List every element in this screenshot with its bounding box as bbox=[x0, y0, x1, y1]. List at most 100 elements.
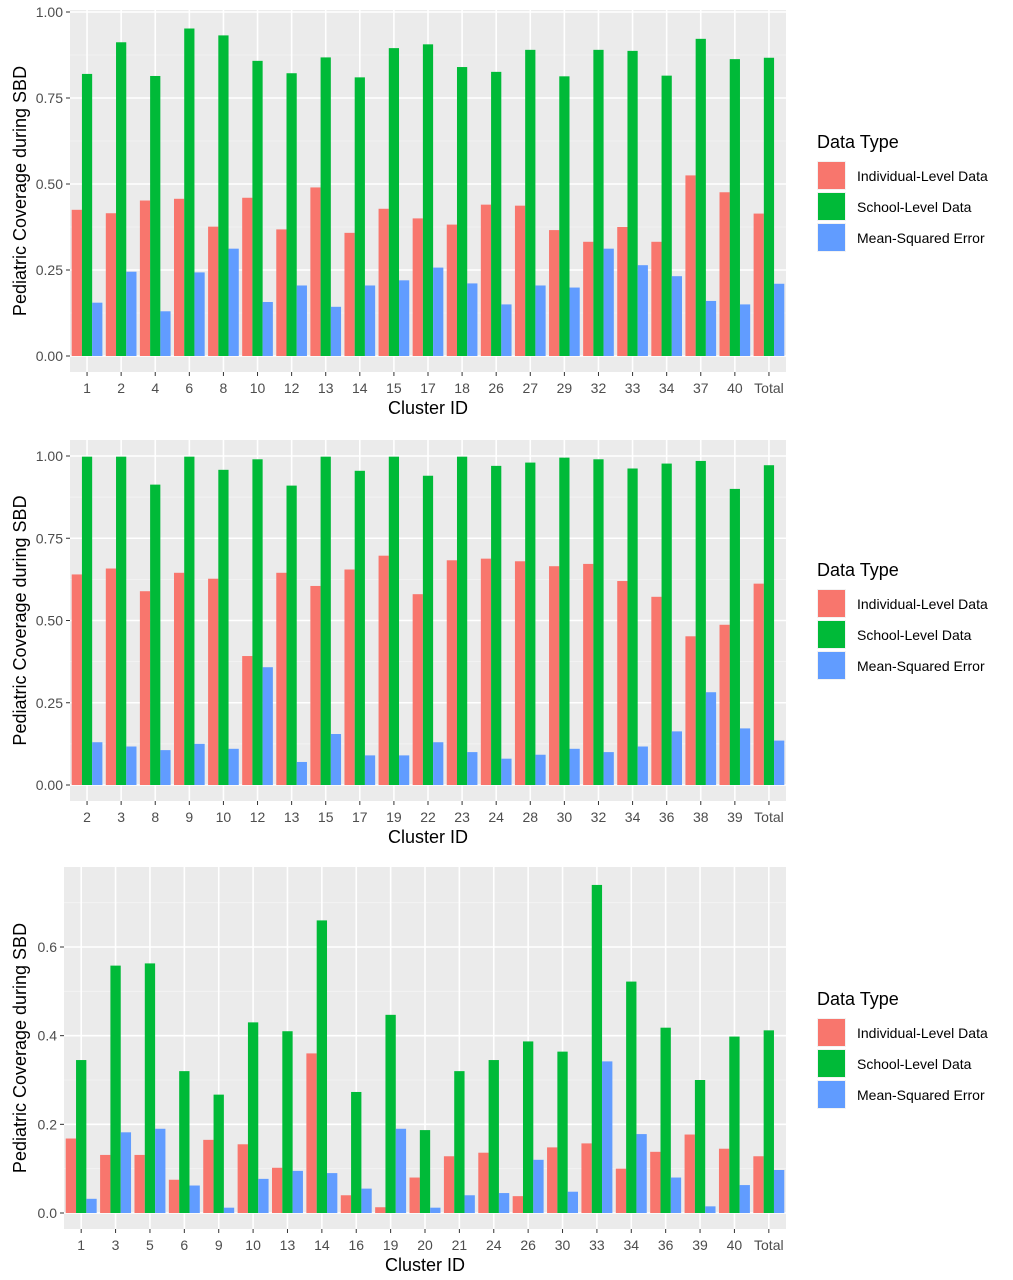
bar-school-level-data-40 bbox=[729, 59, 740, 357]
x-tick-label: 26 bbox=[488, 380, 504, 396]
bar-individual-level-data-8 bbox=[208, 226, 219, 356]
x-tick-label: 12 bbox=[284, 380, 300, 396]
bar-school-level-data-36 bbox=[661, 463, 672, 785]
bar-individual-level-data-total bbox=[753, 583, 764, 785]
bar-mean-squared-error-22 bbox=[433, 742, 444, 785]
legend-swatch bbox=[818, 1081, 845, 1108]
bar-school-level-data-2 bbox=[81, 456, 93, 785]
y-axis-title: Pediatric Coverage during SBD bbox=[10, 66, 30, 316]
bar-mean-squared-error-19 bbox=[395, 1128, 407, 1213]
bar-individual-level-data-6 bbox=[173, 198, 185, 356]
x-tick-label: 24 bbox=[488, 809, 504, 825]
bar-individual-level-data-8 bbox=[139, 591, 151, 785]
bar-individual-level-data-14 bbox=[306, 1053, 317, 1213]
bar-mean-squared-error-20 bbox=[430, 1207, 441, 1213]
bar-individual-level-data-13 bbox=[310, 187, 321, 356]
bar-mean-squared-error-14 bbox=[327, 1173, 338, 1213]
bar-school-level-data-9 bbox=[213, 1094, 224, 1213]
bar-school-level-data-14 bbox=[354, 77, 365, 357]
bar-school-level-data-15 bbox=[388, 48, 400, 357]
bar-mean-squared-error-10 bbox=[262, 301, 273, 356]
bar-school-level-data-19 bbox=[385, 1014, 396, 1213]
bar-individual-level-data-34 bbox=[651, 241, 662, 356]
bar-individual-level-data-26 bbox=[512, 1196, 523, 1213]
bar-individual-level-data-2 bbox=[71, 574, 82, 785]
bar-school-level-data-24 bbox=[488, 1060, 499, 1213]
x-tick-label: 15 bbox=[318, 809, 334, 825]
bar-school-level-data-39 bbox=[729, 488, 740, 785]
bar-school-level-data-24 bbox=[491, 465, 502, 785]
x-tick-label: 34 bbox=[623, 1237, 639, 1253]
bar-mean-squared-error-5 bbox=[155, 1128, 166, 1213]
bar-individual-level-data-24 bbox=[478, 1152, 489, 1213]
bar-mean-squared-error-33 bbox=[637, 265, 648, 356]
bar-mean-squared-error-3 bbox=[126, 746, 137, 785]
bar-school-level-data-4 bbox=[150, 75, 161, 356]
bar-mean-squared-error-3 bbox=[120, 1132, 132, 1213]
bar-individual-level-data-total bbox=[753, 213, 764, 356]
bar-individual-level-data-36 bbox=[650, 1151, 661, 1213]
bar-school-level-data-30 bbox=[557, 1051, 568, 1213]
bar-school-level-data-22 bbox=[422, 475, 434, 785]
bar-individual-level-data-10 bbox=[237, 1144, 248, 1213]
bar-mean-squared-error-8 bbox=[228, 248, 239, 356]
x-tick-label: 40 bbox=[727, 380, 743, 396]
x-axis-title: Cluster ID bbox=[388, 827, 468, 847]
x-tick-label: 9 bbox=[215, 1237, 223, 1253]
bar-mean-squared-error-total bbox=[774, 740, 785, 785]
bar-individual-level-data-32 bbox=[583, 563, 594, 785]
x-tick-label: 3 bbox=[112, 1237, 120, 1253]
x-tick-label: Total bbox=[754, 380, 784, 396]
bar-mean-squared-error-14 bbox=[364, 285, 376, 356]
bar-mean-squared-error-10 bbox=[228, 748, 239, 785]
x-tick-label: 6 bbox=[185, 380, 193, 396]
bar-individual-level-data-22 bbox=[412, 594, 423, 785]
bar-individual-level-data-29 bbox=[549, 230, 560, 356]
legend-item-label: Mean-Squared Error bbox=[857, 658, 985, 674]
x-tick-label: 37 bbox=[693, 380, 709, 396]
y-tick-label: 0.0 bbox=[38, 1205, 58, 1221]
bar-mean-squared-error-32 bbox=[603, 248, 614, 356]
y-tick-label: 0.4 bbox=[38, 1028, 58, 1044]
x-tick-label: 6 bbox=[180, 1237, 188, 1253]
bar-school-level-data-34 bbox=[627, 468, 638, 785]
bar-school-level-data-34 bbox=[661, 75, 672, 356]
bar-school-level-data-16 bbox=[351, 1091, 362, 1213]
y-axis-title: Pediatric Coverage during SBD bbox=[10, 923, 30, 1173]
x-tick-label: 13 bbox=[318, 380, 334, 396]
x-axis-title: Cluster ID bbox=[388, 398, 468, 418]
bar-individual-level-data-40 bbox=[718, 1148, 730, 1213]
bar-mean-squared-error-12 bbox=[262, 667, 273, 785]
legend-swatch bbox=[818, 1050, 845, 1077]
bar-individual-level-data-21 bbox=[443, 1156, 455, 1213]
y-tick-label: 0.6 bbox=[38, 939, 58, 955]
bar-individual-level-data-28 bbox=[514, 561, 526, 785]
bar-individual-level-data-3 bbox=[100, 1154, 111, 1213]
bar-mean-squared-error-2 bbox=[92, 742, 103, 785]
bar-school-level-data-17 bbox=[354, 470, 365, 785]
bar-mean-squared-error-total bbox=[773, 1169, 785, 1213]
bar-mean-squared-error-39 bbox=[705, 1206, 716, 1213]
bar-individual-level-data-40 bbox=[719, 192, 730, 356]
bar-school-level-data-34 bbox=[626, 981, 637, 1213]
bar-individual-level-data-33 bbox=[581, 1143, 592, 1213]
bar-individual-level-data-38 bbox=[685, 636, 696, 785]
x-tick-label: 27 bbox=[522, 380, 538, 396]
bar-school-level-data-13 bbox=[282, 1031, 293, 1213]
legend-title: Data Type bbox=[817, 560, 899, 580]
bar-individual-level-data-17 bbox=[412, 218, 423, 356]
legend-swatch bbox=[818, 1019, 845, 1046]
bar-individual-level-data-39 bbox=[684, 1134, 695, 1213]
bar-individual-level-data-10 bbox=[208, 578, 219, 785]
legend-item-label: School-Level Data bbox=[857, 627, 972, 643]
legend-swatch bbox=[818, 193, 845, 220]
bar-mean-squared-error-17 bbox=[364, 755, 376, 785]
y-tick-label: 1.00 bbox=[36, 448, 63, 464]
bar-school-level-data-26 bbox=[491, 71, 502, 356]
x-tick-label: 22 bbox=[420, 809, 436, 825]
legend: Data Type Individual-Level Data School-Lev… bbox=[817, 560, 988, 680]
bar-individual-level-data-14 bbox=[344, 232, 355, 356]
bar-school-level-data-30 bbox=[559, 457, 570, 785]
legend-item-label: Mean-Squared Error bbox=[857, 1087, 985, 1103]
x-tick-label: 3 bbox=[117, 809, 125, 825]
